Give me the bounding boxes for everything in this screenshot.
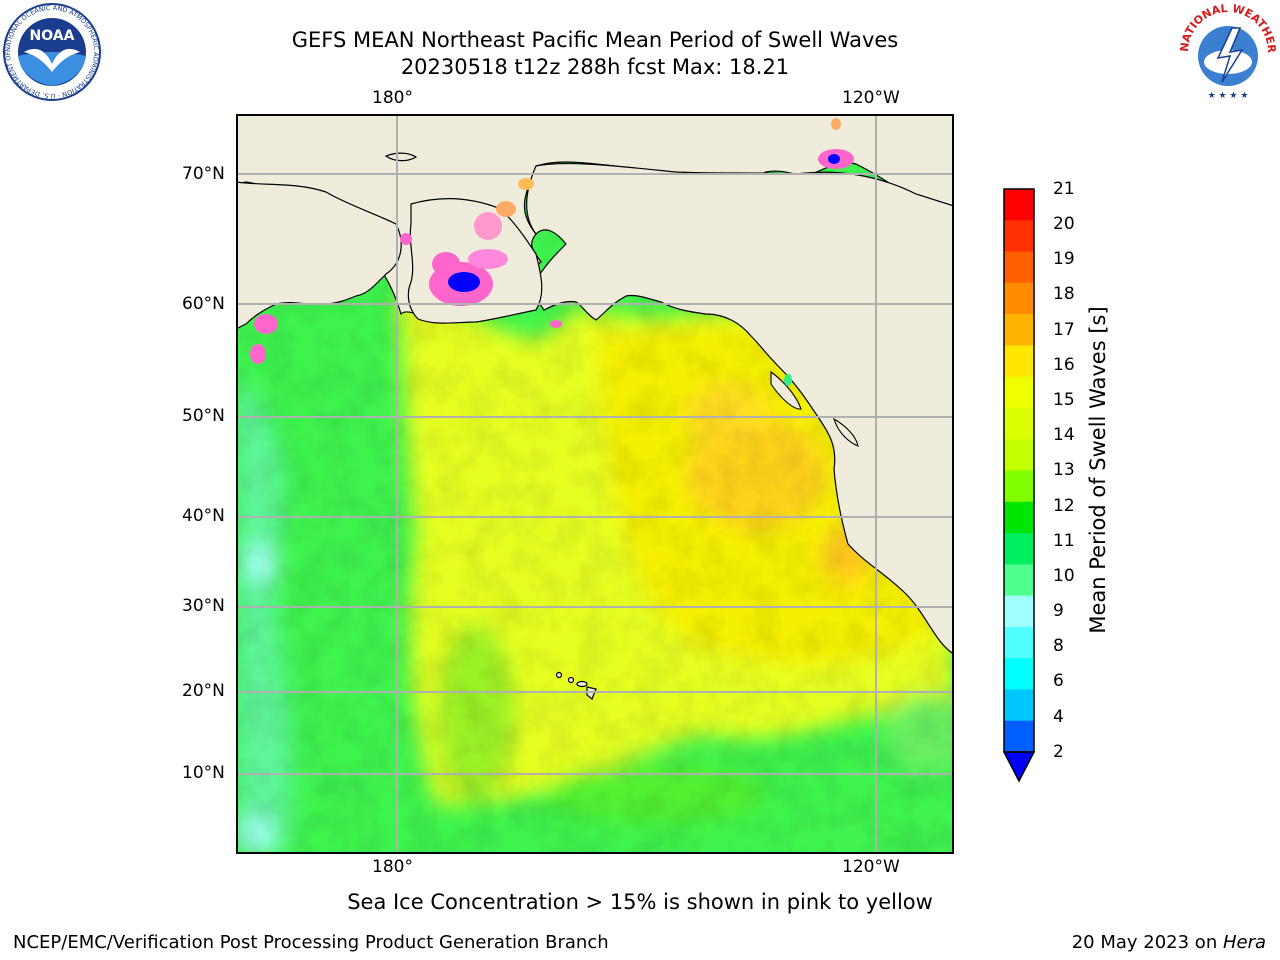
colorbar-swatch xyxy=(1004,282,1034,315)
footer-date-text: 20 May 2023 on xyxy=(1071,932,1223,953)
colorbar-swatch xyxy=(1004,345,1034,378)
colorbar-swatch xyxy=(1004,314,1034,346)
lon-label-bottom-120w: 120°W xyxy=(842,857,900,877)
map-title: GEFS MEAN Northeast Pacific Mean Period … xyxy=(291,28,899,52)
colorbar-tick-19: 19 xyxy=(1053,249,1075,269)
colorbar-tick-12: 12 xyxy=(1053,496,1075,516)
colorbar-swatch xyxy=(1004,595,1034,628)
lat-label-40n: 40°N xyxy=(182,506,225,526)
colorbar-swatch xyxy=(1004,533,1034,565)
noaa-logo: NATIONAL OCEANIC AND ATMOSPHERIC ADMINIS… xyxy=(2,2,101,101)
colorbar-tick-15: 15 xyxy=(1053,390,1075,410)
lat-label-70n: 70°N xyxy=(182,164,225,184)
sea-ice-overlay xyxy=(250,118,854,386)
colorbar-tick-9: 9 xyxy=(1053,601,1064,621)
colorbar-tick-11: 11 xyxy=(1053,531,1075,551)
colorbar-tick-2: 2 xyxy=(1053,742,1064,762)
colorbar-tick-6: 6 xyxy=(1053,671,1064,691)
colorbar-tick-14: 14 xyxy=(1053,425,1075,445)
map-subtitle: 20230518 t12z 288h fcst Max: 18.21 xyxy=(400,55,790,79)
colorbar-tick-17: 17 xyxy=(1053,320,1075,340)
colorbar-swatch xyxy=(1004,439,1034,471)
colorbar-swatch xyxy=(1004,189,1034,221)
colorbar-swatch xyxy=(1004,470,1034,503)
colorbar-extend-arrow xyxy=(1002,751,1036,783)
colorbar-tick-13: 13 xyxy=(1053,460,1075,480)
footer-date: 20 May 2023 on Hera xyxy=(1072,932,1266,953)
colorbar-tick-4: 4 xyxy=(1053,707,1064,727)
colorbar-swatch xyxy=(1004,626,1034,659)
graticule xyxy=(236,114,954,854)
sea-ice-note: Sea Ice Concentration > 15% is shown in … xyxy=(347,890,933,914)
svg-text:★ ★ ★ ★: ★ ★ ★ ★ xyxy=(1208,91,1249,101)
colorbar-swatch xyxy=(1004,720,1034,753)
nws-logo: NATIONAL WEATHER SERVICE ★ ★ ★ ★ xyxy=(1178,2,1278,101)
lat-label-60n: 60°N xyxy=(182,294,225,314)
lat-label-30n: 30°N xyxy=(182,596,225,616)
noaa-logo-text: NOAA xyxy=(30,28,75,44)
colorbar-swatch xyxy=(1004,251,1034,284)
colorbar-tick-20: 20 xyxy=(1053,214,1075,234)
colorbar-tick-16: 16 xyxy=(1053,355,1075,375)
lat-label-10n: 10°N xyxy=(182,763,225,783)
colorbar-swatch xyxy=(1004,376,1034,409)
colorbar-tick-21: 21 xyxy=(1053,179,1075,199)
colorbar-tick-18: 18 xyxy=(1053,284,1075,304)
lat-label-50n: 50°N xyxy=(182,406,225,426)
lat-label-20n: 20°N xyxy=(182,681,225,701)
lon-label-bottom-180: 180° xyxy=(372,857,413,877)
colorbar-swatch xyxy=(1004,407,1034,440)
colorbar-swatch xyxy=(1004,658,1034,690)
lon-label-top-120w: 120°W xyxy=(842,88,900,108)
colorbar-tick-8: 8 xyxy=(1053,636,1064,656)
map-frame xyxy=(236,114,954,854)
colorbar-title: Mean Period of Swell Waves [s] xyxy=(1086,306,1110,634)
lon-label-top-180: 180° xyxy=(372,88,413,108)
footer-host: Hera xyxy=(1222,932,1266,953)
swell-period-map xyxy=(236,114,954,854)
colorbar-swatch xyxy=(1004,689,1034,722)
colorbar-swatch xyxy=(1004,564,1034,597)
colorbar xyxy=(1002,188,1036,783)
colorbar-swatch xyxy=(1004,501,1034,534)
footer-credit: NCEP/EMC/Verification Post Processing Pr… xyxy=(13,932,609,953)
colorbar-tick-10: 10 xyxy=(1053,566,1075,586)
colorbar-swatch xyxy=(1004,220,1034,253)
